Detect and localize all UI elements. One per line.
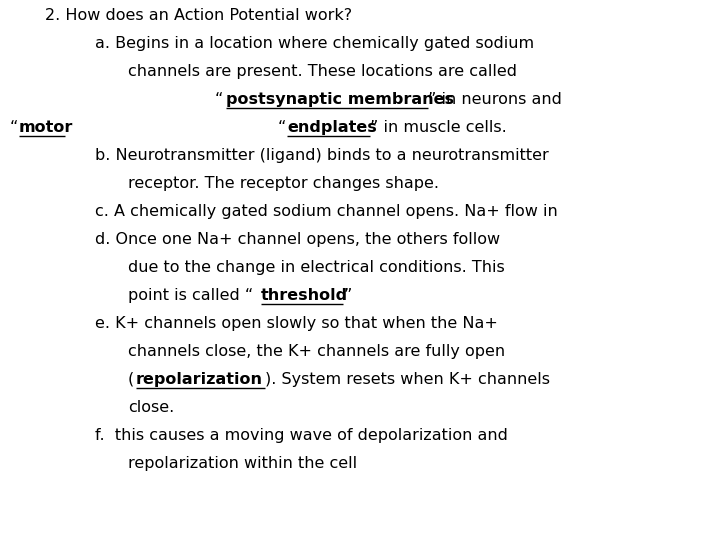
Text: point is called “: point is called “ xyxy=(128,288,253,303)
Text: a. Begins in a location where chemically gated sodium: a. Begins in a location where chemically… xyxy=(95,36,534,51)
Text: 2. How does an Action Potential work?: 2. How does an Action Potential work? xyxy=(45,8,352,23)
Text: channels close, the K+ channels are fully open: channels close, the K+ channels are full… xyxy=(128,344,505,359)
Text: e. K+ channels open slowly so that when the Na+: e. K+ channels open slowly so that when … xyxy=(95,316,498,331)
Text: endplates: endplates xyxy=(287,120,377,135)
Text: repolarization: repolarization xyxy=(136,372,263,387)
Text: f.  this causes a moving wave of depolarization and: f. this causes a moving wave of depolari… xyxy=(95,428,508,443)
Text: motor: motor xyxy=(19,120,73,135)
Text: ” in muscle cells.: ” in muscle cells. xyxy=(370,120,507,135)
Text: c. A chemically gated sodium channel opens. Na+ flow in: c. A chemically gated sodium channel ope… xyxy=(95,204,558,219)
Text: “: “ xyxy=(215,92,223,107)
Text: postsynaptic membranes: postsynaptic membranes xyxy=(226,92,454,107)
Text: ). System resets when K+ channels: ). System resets when K+ channels xyxy=(265,372,549,387)
Text: close.: close. xyxy=(128,400,174,415)
Text: receptor. The receptor changes shape.: receptor. The receptor changes shape. xyxy=(128,176,439,191)
Text: ”: ” xyxy=(343,288,352,303)
Text: repolarization within the cell: repolarization within the cell xyxy=(128,456,357,471)
Text: d. Once one Na+ channel opens, the others follow: d. Once one Na+ channel opens, the other… xyxy=(95,232,500,247)
Text: “: “ xyxy=(10,120,19,135)
Text: “: “ xyxy=(278,120,287,135)
Text: (: ( xyxy=(128,372,134,387)
Text: b. Neurotransmitter (ligand) binds to a neurotransmitter: b. Neurotransmitter (ligand) binds to a … xyxy=(95,148,549,163)
Text: channels are present. These locations are called: channels are present. These locations ar… xyxy=(128,64,517,79)
Text: ” in neurons and: ” in neurons and xyxy=(428,92,562,107)
Text: threshold: threshold xyxy=(261,288,348,303)
Text: due to the change in electrical conditions. This: due to the change in electrical conditio… xyxy=(128,260,505,275)
